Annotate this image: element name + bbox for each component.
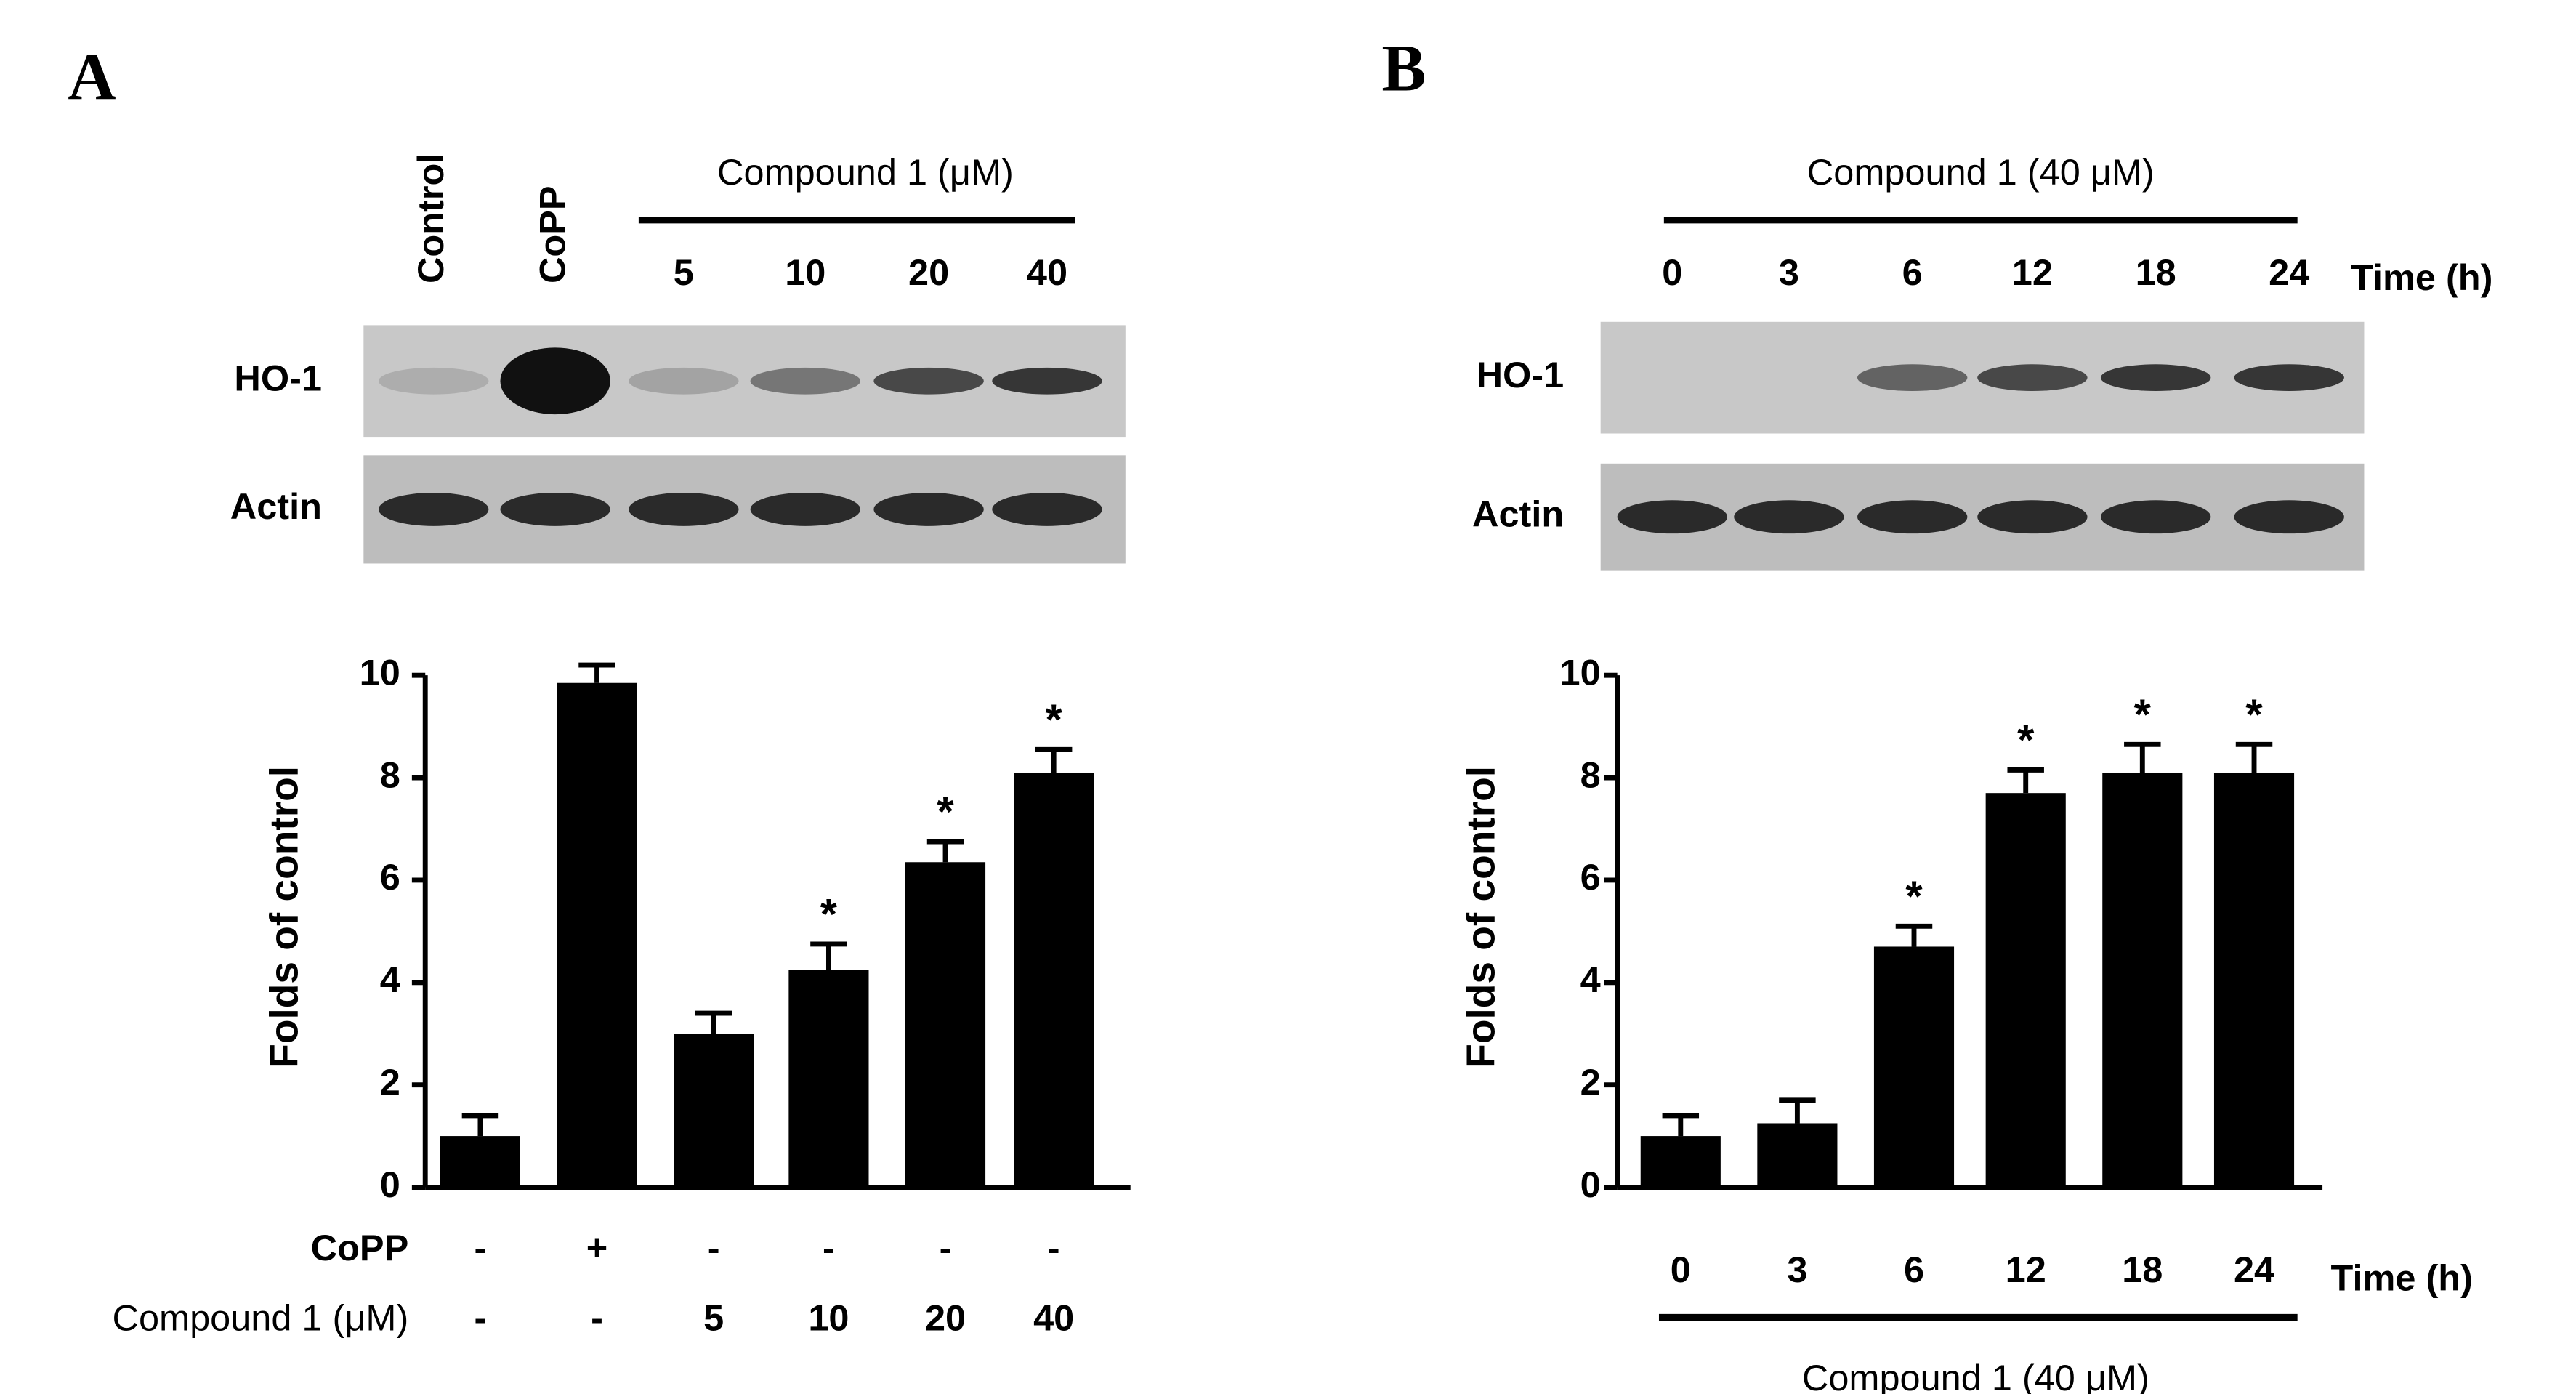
blot-band	[629, 492, 739, 526]
lane-label: Control	[410, 153, 451, 283]
blot-band	[378, 367, 489, 395]
lane-label: 0	[1662, 251, 1682, 293]
blot-band	[1734, 500, 1844, 534]
bar	[2102, 772, 2183, 1188]
blot-band	[750, 492, 861, 526]
blot-band	[378, 492, 489, 526]
blot-row-label: HO-1	[234, 358, 322, 399]
lane-label: 12	[2012, 251, 2053, 293]
x-tick-label: 24	[2234, 1249, 2274, 1290]
bar	[1640, 1136, 1721, 1188]
x-tick-label: -	[475, 1297, 487, 1338]
lane-label: 24	[2269, 251, 2309, 293]
bar	[905, 862, 986, 1188]
blot-row-label: HO-1	[1477, 354, 1564, 395]
blot-band	[2100, 364, 2211, 392]
x-axis-label: Time (h)	[2331, 1257, 2473, 1298]
blot-band	[992, 492, 1102, 526]
blot-header: Compound 1 (40 μM)	[1807, 151, 2155, 193]
blot-band	[873, 492, 984, 526]
y-tick-label: 10	[1560, 652, 1601, 693]
group-label: Compound 1 (40 μM)	[1802, 1357, 2149, 1394]
x-tick-label: 12	[2006, 1249, 2046, 1290]
y-tick-label: 2	[380, 1061, 400, 1103]
bar	[1985, 793, 2066, 1188]
blot-band	[2234, 364, 2344, 392]
bar	[1014, 772, 1094, 1188]
y-tick-label: 0	[380, 1164, 400, 1205]
lane-label: CoPP	[532, 185, 573, 283]
x-tick-label: -	[940, 1227, 952, 1268]
y-tick-label: 6	[1580, 856, 1601, 898]
y-axis-label: Folds of control	[1458, 766, 1503, 1068]
bar	[2213, 772, 2295, 1188]
blot-band	[873, 367, 984, 395]
bar	[1757, 1123, 1838, 1188]
blot-band	[1977, 364, 2088, 392]
x-tick-label: 0	[1671, 1249, 1691, 1290]
blot-band	[500, 347, 610, 415]
x-tick-label: 6	[1904, 1249, 1924, 1290]
significance: *	[2017, 716, 2035, 765]
lane-label: 10	[785, 251, 825, 293]
blot-band	[992, 367, 1102, 395]
blot-band	[500, 492, 610, 526]
x-tick-label: -	[708, 1227, 720, 1268]
lane-label: 40	[1027, 251, 1067, 293]
lane-label: 18	[2136, 251, 2176, 293]
blot-band	[629, 367, 739, 395]
panel-label: B	[1381, 31, 1426, 105]
y-tick-label: 4	[380, 959, 400, 1000]
y-tick-label: 2	[1580, 1061, 1601, 1103]
bar	[788, 970, 869, 1188]
y-tick-label: 8	[1580, 754, 1601, 795]
panel-label: A	[68, 39, 116, 113]
x-tick-label: 3	[1787, 1249, 1807, 1290]
y-tick-label: 6	[380, 856, 400, 898]
x-tick-label: 20	[925, 1297, 966, 1338]
blot-band	[1857, 364, 1968, 392]
x-tick-label: 5	[703, 1297, 724, 1338]
y-tick-label: 0	[1580, 1164, 1601, 1205]
bar	[674, 1034, 754, 1188]
blot-band	[750, 367, 861, 395]
y-axis-label: Folds of control	[261, 766, 306, 1068]
category-row-label: Compound 1 (μM)	[113, 1297, 409, 1338]
x-tick-label: -	[823, 1227, 835, 1268]
lane-label: 6	[1902, 251, 1923, 293]
y-tick-label: 8	[380, 754, 400, 795]
y-tick-label: 10	[360, 652, 400, 693]
blot-row-label: Actin	[1472, 493, 1564, 535]
significance: *	[937, 787, 954, 836]
bar	[440, 1136, 520, 1188]
x-tick-label: 18	[2122, 1249, 2163, 1290]
x-tick-label: +	[586, 1227, 607, 1268]
x-tick-label: 10	[808, 1297, 849, 1338]
significance: *	[820, 890, 838, 938]
blot-row-label: Actin	[230, 486, 322, 527]
blot-band	[2234, 500, 2344, 534]
x-tick-label: -	[475, 1227, 487, 1268]
blot-band	[2100, 500, 2211, 534]
blot-band	[1857, 500, 1968, 534]
significance: *	[1905, 871, 1923, 920]
significance: *	[2134, 690, 2152, 738]
y-tick-label: 4	[1580, 959, 1601, 1000]
category-row-label: CoPP	[311, 1227, 409, 1268]
x-tick-label: -	[591, 1297, 603, 1338]
x-tick-label: 40	[1033, 1297, 1074, 1338]
significance: *	[2245, 690, 2263, 738]
blot-header: Compound 1 (μM)	[717, 151, 1014, 193]
bar	[1873, 946, 1955, 1188]
significance: *	[1046, 695, 1063, 744]
lane-unit: Time (h)	[2351, 257, 2492, 298]
bar	[557, 682, 637, 1188]
lane-label: 3	[1779, 251, 1799, 293]
blot-band	[1977, 500, 2088, 534]
lane-label: 5	[674, 251, 694, 293]
blot-band	[1617, 500, 1728, 534]
x-tick-label: -	[1048, 1227, 1060, 1268]
lane-label: 20	[908, 251, 949, 293]
